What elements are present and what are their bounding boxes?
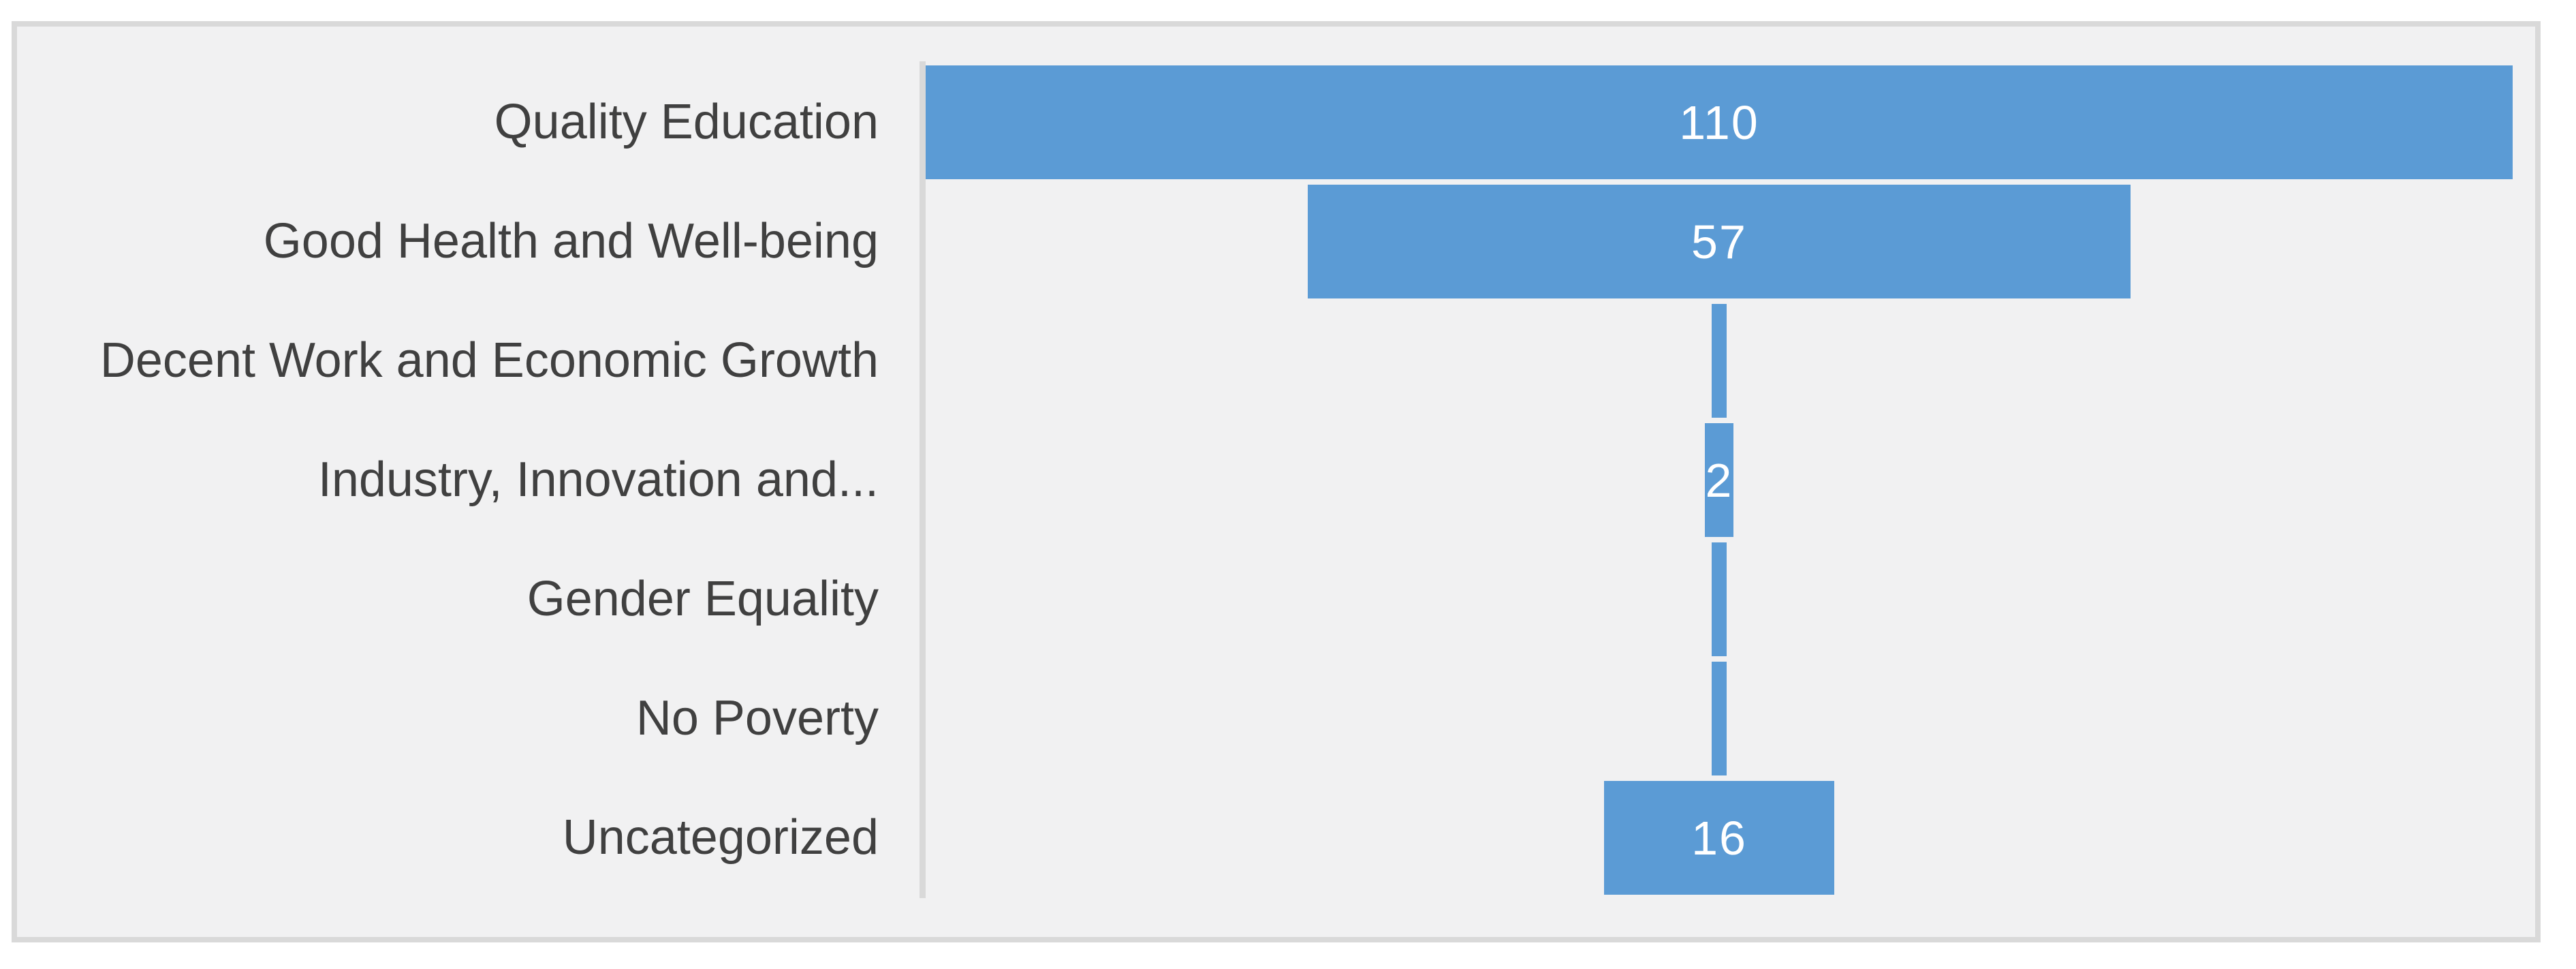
category-axis-line <box>920 61 926 898</box>
plot-area: Quality Education 110 Good Health and We… <box>17 63 2535 897</box>
bar-zone: 57 <box>926 182 2513 301</box>
category-label: Industry, Innovation and... <box>317 452 879 507</box>
funnel-row: No Poverty <box>17 659 2535 778</box>
bar-zone <box>926 301 2513 420</box>
bar-zone <box>926 540 2513 659</box>
bar-value-label: 16 <box>1691 811 1747 865</box>
funnel-bar[interactable]: 57 <box>1308 185 2131 298</box>
bar-value-label: 110 <box>1679 95 1759 149</box>
funnel-row: Uncategorized 16 <box>17 778 2535 897</box>
bar-zone: 2 <box>926 420 2513 540</box>
funnel-chart: Quality Education 110 Good Health and We… <box>12 21 2541 942</box>
funnel-bar[interactable]: 2 <box>1704 423 1734 537</box>
funnel-bar[interactable] <box>1712 304 1727 418</box>
bar-zone: 16 <box>926 778 2513 897</box>
funnel-bar[interactable]: 16 <box>1603 781 1835 895</box>
category-label: Quality Education <box>494 95 879 149</box>
funnel-row: Industry, Innovation and... 2 <box>17 420 2535 540</box>
bar-value-label: 57 <box>1691 215 1747 268</box>
bar-value-label: 2 <box>1705 453 1733 507</box>
category-label: Good Health and Well-being <box>263 214 879 268</box>
funnel-row: Quality Education 110 <box>17 63 2535 182</box>
category-label: Decent Work and Economic Growth <box>99 333 879 388</box>
funnel-bar[interactable] <box>1712 542 1727 656</box>
category-label: Uncategorized <box>562 810 879 865</box>
funnel-bar[interactable] <box>1712 662 1727 775</box>
funnel-row: Decent Work and Economic Growth <box>17 301 2535 420</box>
category-label: No Poverty <box>635 691 879 745</box>
funnel-row: Good Health and Well-being 57 <box>17 182 2535 301</box>
funnel-row: Gender Equality <box>17 540 2535 659</box>
funnel-bar[interactable]: 110 <box>926 65 2513 179</box>
category-label: Gender Equality <box>527 572 879 626</box>
bar-zone: 110 <box>926 63 2513 182</box>
bar-zone <box>926 659 2513 778</box>
